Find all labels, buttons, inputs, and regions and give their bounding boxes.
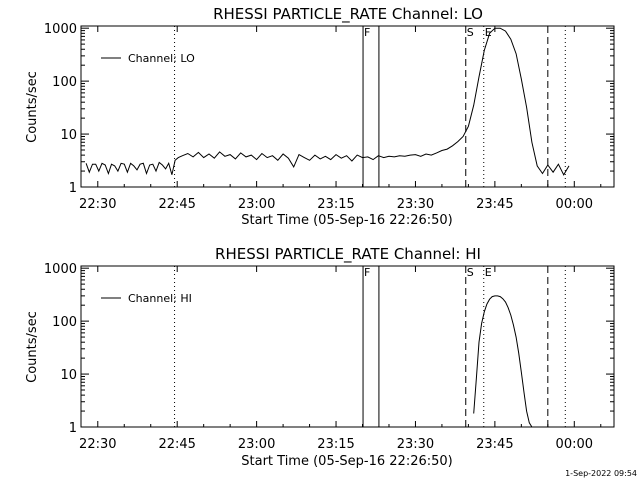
panel-lo-marker-label: S: [467, 26, 474, 39]
panel-hi-plot-frame: [80, 265, 615, 428]
panel-lo-x-tick-label: 22:30: [79, 197, 116, 212]
panel-hi-title: RHESSI PARTICLE_RATE Channel: HI: [215, 245, 481, 264]
footer-timestamp: 1-Sep-2022 09:54: [565, 469, 637, 478]
panel-lo-x-tick-label: 23:30: [397, 197, 434, 212]
panel-hi-marker-label: S: [467, 266, 474, 279]
panel-lo-x-axis-label: Start Time (05-Sep-16 22:26:50): [241, 213, 452, 228]
panel-lo-y-tick-label: 1000: [44, 22, 77, 37]
panel-hi-y-tick-label: 10: [60, 368, 77, 383]
panel-lo-title: RHESSI PARTICLE_RATE Channel: LO: [213, 5, 483, 24]
panel-lo-plot-frame: [80, 25, 615, 188]
panel-hi-x-tick-label: 00:00: [556, 437, 593, 452]
panel-lo-legend-label: Channel: LO: [128, 52, 195, 65]
panel-lo-y-axis-label: Counts/sec: [25, 71, 40, 143]
panel-hi-series-line: [473, 295, 533, 428]
panel-hi-x-tick-label: 23:30: [397, 437, 434, 452]
panel-hi-x-tick-label: 23:00: [238, 437, 275, 452]
panel-hi-y-tick-label: 1: [69, 421, 77, 436]
panel-lo-marker-label: F: [364, 26, 370, 39]
panel-hi-y-tick-label: 100: [52, 315, 77, 330]
panel-lo-x-tick-label: 23:45: [476, 197, 513, 212]
panel-lo-y-ticks: 1 10 100 1000: [44, 22, 614, 196]
panel-hi-y-ticks: 1 10 100 1000: [44, 262, 614, 436]
panel-hi-x-tick-label: 22:45: [158, 437, 195, 452]
panel-lo-x-tick-label: 23:00: [238, 197, 275, 212]
panel-lo-x-tick-label: 22:45: [158, 197, 195, 212]
panel-lo-series-line: [85, 27, 570, 176]
panel-lo-x-ticks: 22:30 22:45 23:00 23:15 23:30 23:45 00:00: [79, 26, 602, 212]
panel-lo-y-tick-label: 1: [69, 181, 77, 196]
panel-hi-y-axis-label: Counts/sec: [25, 311, 40, 383]
panel-hi-marker-label: F: [364, 266, 370, 279]
panel-hi-marker-label: E: [485, 266, 492, 279]
panel-hi-x-axis-label: Start Time (05-Sep-16 22:26:50): [241, 454, 452, 469]
panel-lo-marker-label: E: [485, 26, 492, 39]
panel-lo-y-tick-label: 100: [52, 75, 77, 90]
panel-lo-x-tick-label: 00:00: [556, 197, 593, 212]
panel-hi-x-ticks: 22:30 22:45 23:00 23:15 23:30 23:45 00:00: [79, 266, 602, 452]
panel-hi-legend-label: Channel: HI: [128, 292, 192, 305]
panel-lo-y-tick-label: 10: [60, 128, 77, 143]
panel-hi-y-tick-label: 1000: [44, 262, 77, 277]
panel-hi-x-tick-label: 22:30: [79, 437, 116, 452]
panel-hi-x-tick-label: 23:15: [317, 437, 354, 452]
panel-lo-x-tick-label: 23:15: [317, 197, 354, 212]
panel-hi-x-tick-label: 23:45: [476, 437, 513, 452]
